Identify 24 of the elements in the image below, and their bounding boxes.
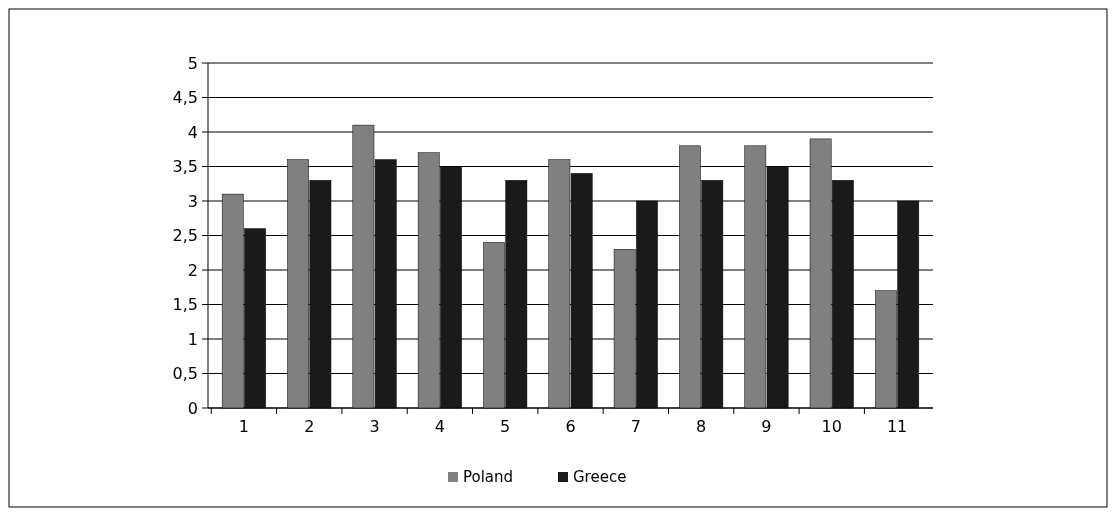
x-tick-label: 7 <box>630 417 641 436</box>
x-tick-label: 10 <box>821 417 842 436</box>
x-tick-label: 8 <box>696 417 707 436</box>
x-tick-label: 11 <box>886 417 908 436</box>
legend-label: Poland <box>463 468 514 486</box>
y-tick-label: 2,5 <box>172 226 198 246</box>
x-tick-label: 6 <box>565 417 576 436</box>
y-tick-label: 2 <box>187 260 198 280</box>
y-tick-label: 4 <box>187 122 198 142</box>
y-tick-label: 0 <box>187 398 198 418</box>
y-tick-label: 3,5 <box>172 157 198 177</box>
y-tick-label: 0,5 <box>172 364 198 384</box>
x-tick-label: 5 <box>500 417 511 436</box>
y-tick-label: 5 <box>187 53 198 73</box>
y-tick-label: 4,5 <box>172 88 198 108</box>
y-tick-label: 1,5 <box>172 295 198 315</box>
x-tick-label: 1 <box>238 417 250 436</box>
legend-label: Greece <box>573 468 627 486</box>
x-tick-label: 2 <box>304 417 315 436</box>
x-tick-label: 3 <box>369 417 380 436</box>
y-tick-label: 1 <box>187 329 198 349</box>
x-tick-label: 9 <box>761 417 772 436</box>
y-tick-label: 3 <box>187 191 198 211</box>
x-tick-label: 4 <box>434 417 445 436</box>
